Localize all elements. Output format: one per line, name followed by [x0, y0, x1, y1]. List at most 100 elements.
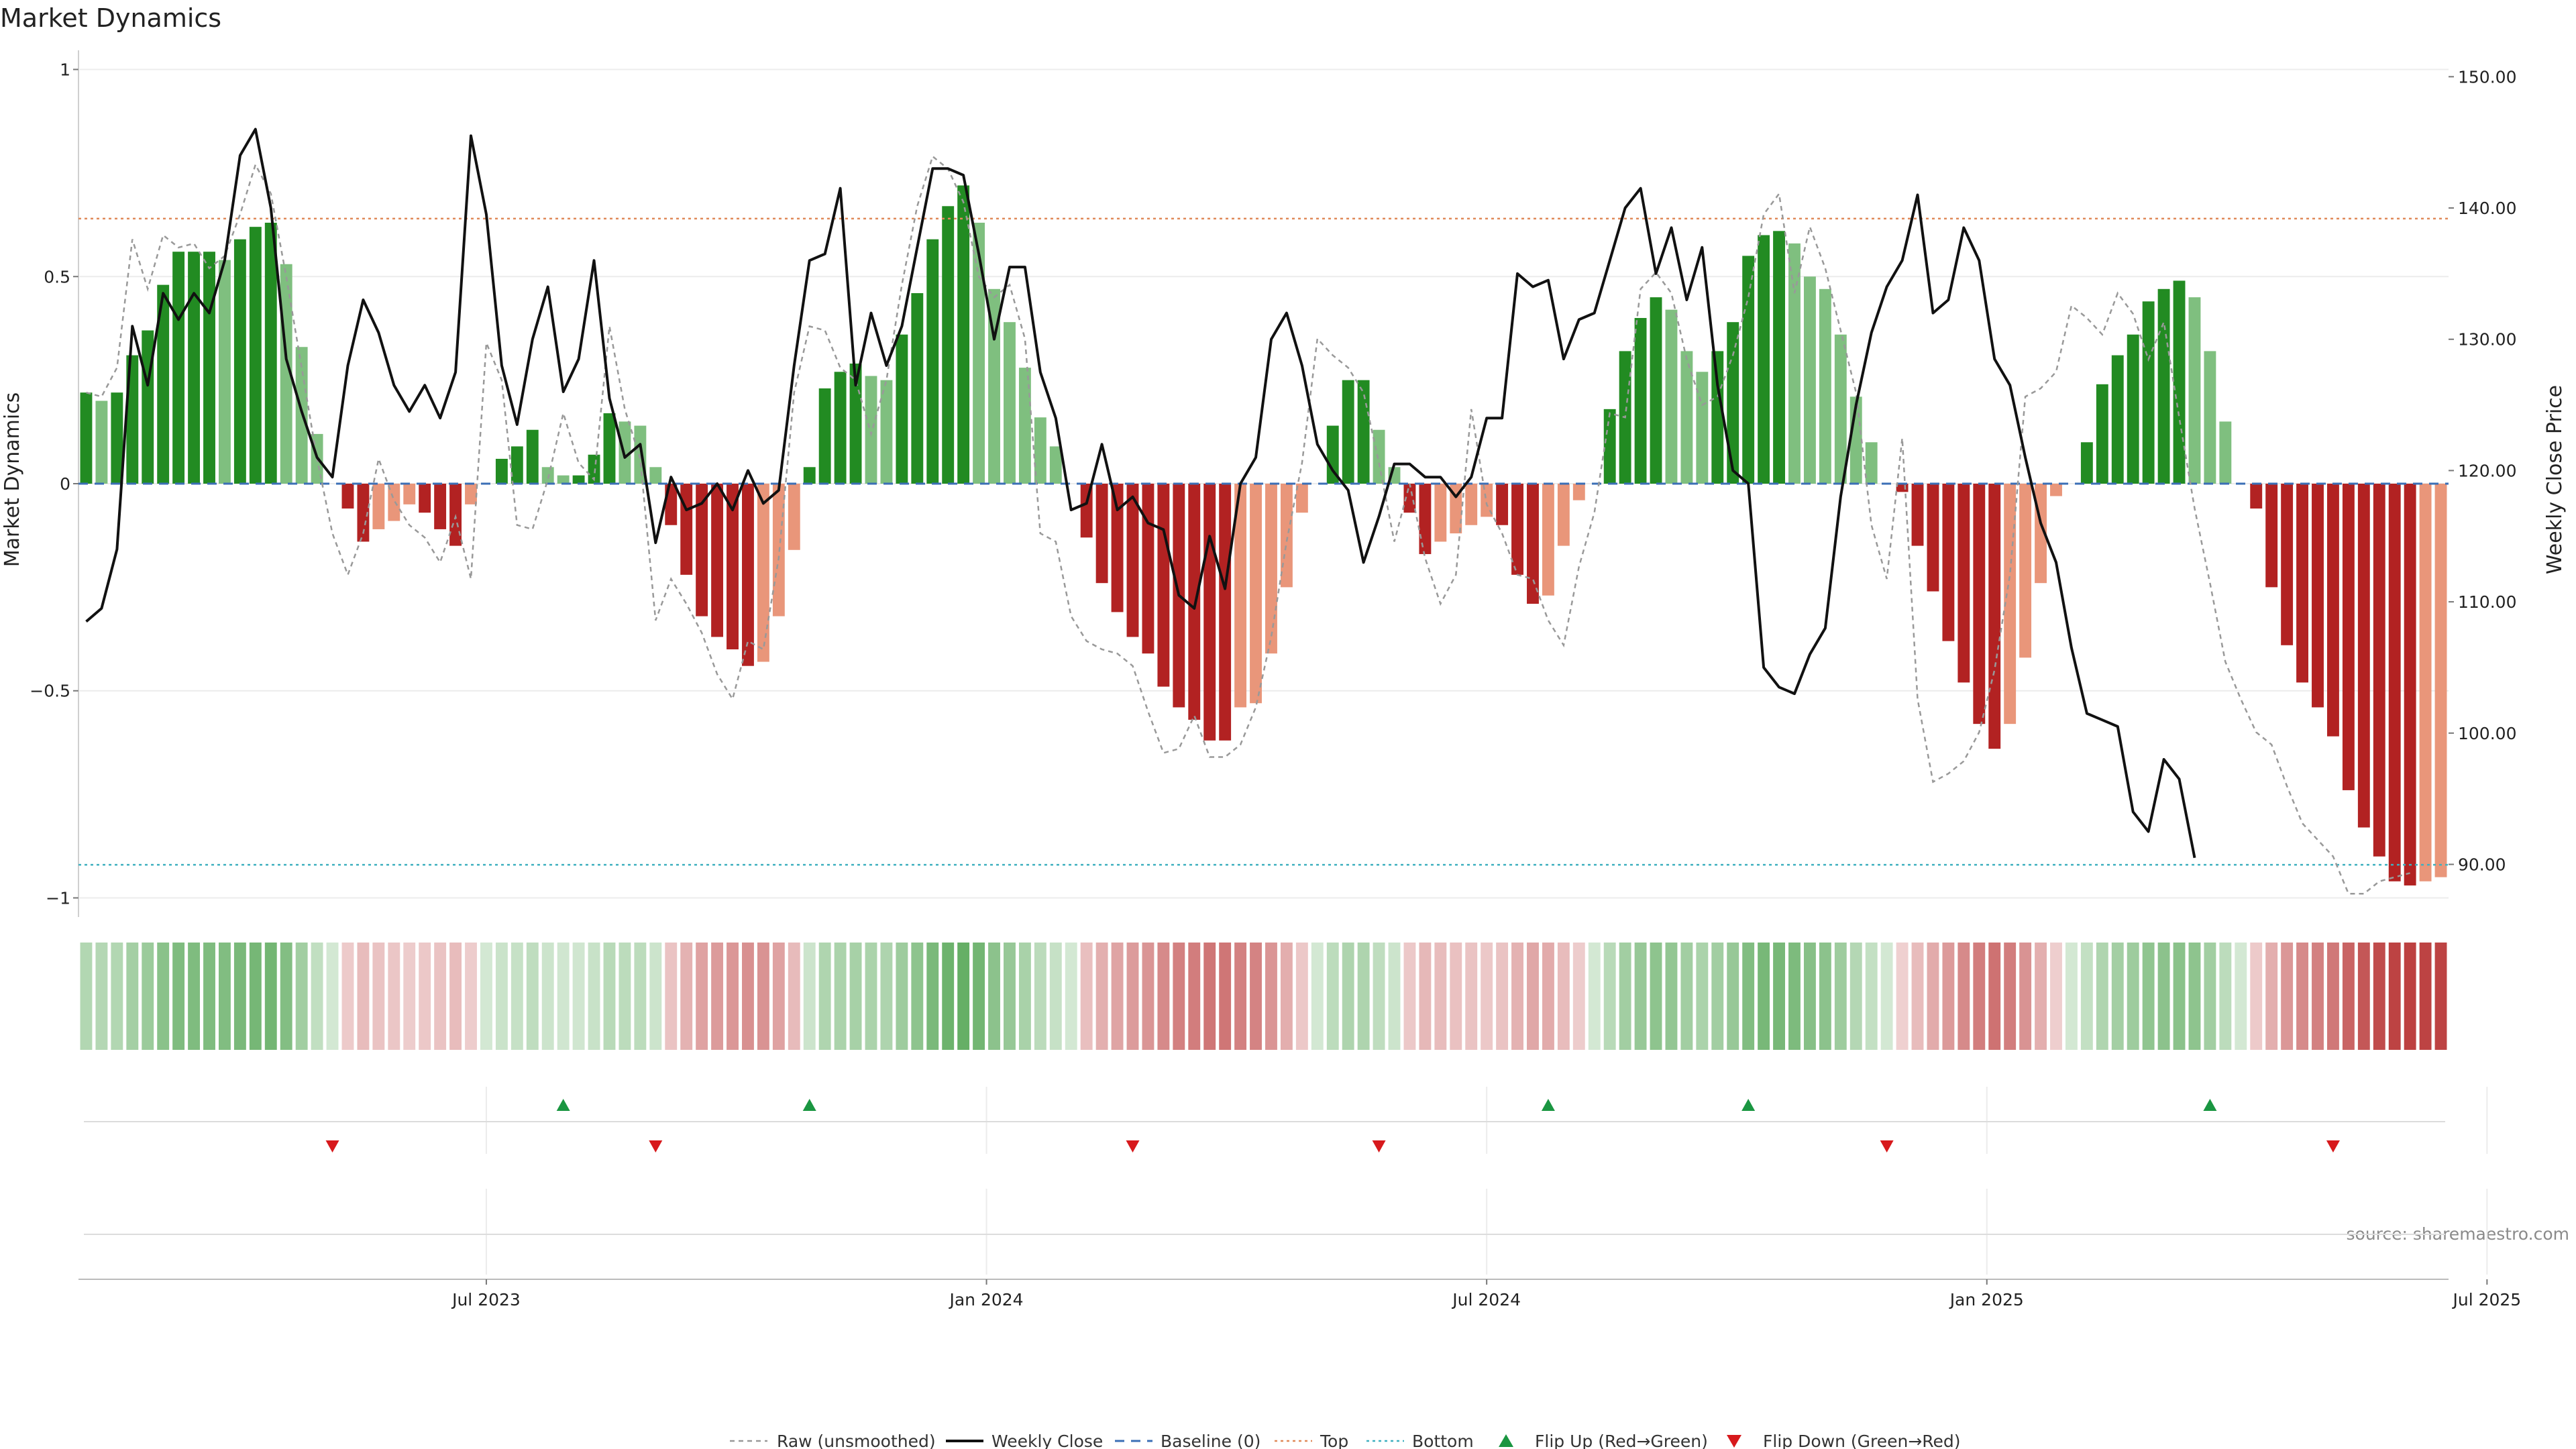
- heat-cell: [1880, 943, 1893, 1050]
- momentum-bar: [957, 185, 970, 484]
- momentum-bar: [803, 467, 816, 484]
- momentum-bar: [2219, 421, 2232, 484]
- heat-cell: [1034, 943, 1046, 1050]
- heat-cell: [1157, 943, 1170, 1050]
- legend-label: Flip Up (Red→Green): [1535, 1432, 1708, 1449]
- heat-cell: [2111, 943, 2124, 1050]
- y-right-tick-label: 110.00: [2458, 592, 2516, 612]
- momentum-bar: [2404, 484, 2416, 885]
- momentum-bar: [1742, 256, 1755, 484]
- heat-cell: [1481, 943, 1493, 1050]
- heat-cell: [311, 943, 323, 1050]
- momentum-bar: [1111, 484, 1124, 612]
- flip-up-marker: [1541, 1099, 1555, 1111]
- heat-cell: [942, 943, 955, 1050]
- heat-cell: [203, 943, 215, 1050]
- heat-cell: [1018, 943, 1031, 1050]
- heat-cell: [2204, 943, 2216, 1050]
- legend-swatch-flip-down: [1727, 1435, 1741, 1448]
- heat-cell: [1650, 943, 1662, 1050]
- momentum-bar: [2142, 301, 2155, 484]
- momentum-bar: [2357, 484, 2370, 828]
- momentum-heat-strip: [80, 943, 2447, 1050]
- momentum-bar: [2342, 484, 2355, 790]
- heat-cell: [188, 943, 201, 1050]
- momentum-bar: [2019, 484, 2032, 658]
- momentum-bar: [588, 454, 600, 484]
- heat-cell: [2312, 943, 2324, 1050]
- momentum-bar: [603, 413, 616, 484]
- heat-cell: [526, 943, 539, 1050]
- momentum-bar: [1819, 288, 1831, 484]
- heat-cell: [403, 943, 416, 1050]
- heat-cell: [172, 943, 185, 1050]
- heat-cell: [1188, 943, 1201, 1050]
- heat-cell: [157, 943, 170, 1050]
- flip-up-marker: [556, 1099, 570, 1111]
- heat-cell: [1711, 943, 1724, 1050]
- heat-cell: [1788, 943, 1801, 1050]
- heat-cell: [218, 943, 231, 1050]
- heat-cell: [1373, 943, 1385, 1050]
- momentum-bar: [80, 392, 93, 484]
- heat-cell: [341, 943, 354, 1050]
- momentum-bar: [1957, 484, 1970, 683]
- momentum-bar: [388, 484, 400, 521]
- momentum-bar: [1680, 351, 1693, 484]
- heat-cell: [326, 943, 339, 1050]
- heat-cell: [2296, 943, 2309, 1050]
- heat-cell: [2157, 943, 2170, 1050]
- momentum-bar: [233, 239, 246, 484]
- heat-cell: [2404, 943, 2416, 1050]
- y-right-tick-label: 140.00: [2458, 199, 2516, 218]
- legend-label: Bottom: [1412, 1432, 1474, 1449]
- momentum-bar: [2434, 484, 2447, 877]
- momentum-bar: [649, 467, 662, 484]
- momentum-bar: [1542, 484, 1554, 596]
- momentum-bar: [1219, 484, 1232, 741]
- y-left-tick-label: −1: [46, 888, 70, 908]
- heat-cell: [1111, 943, 1124, 1050]
- legend-label: Raw (unsmoothed): [777, 1432, 936, 1449]
- heat-cell: [2188, 943, 2201, 1050]
- heat-cell: [1173, 943, 1185, 1050]
- heat-cell: [111, 943, 123, 1050]
- heat-cell: [1773, 943, 1785, 1050]
- momentum-bar: [973, 222, 985, 484]
- momentum-bar: [249, 227, 262, 484]
- momentum-bar: [988, 288, 1000, 484]
- momentum-bar: [2250, 484, 2263, 509]
- heat-cell: [2080, 943, 2093, 1050]
- heat-cell: [1727, 943, 1739, 1050]
- heat-cell: [2065, 943, 2078, 1050]
- momentum-bar: [696, 484, 708, 616]
- heat-cell: [742, 943, 754, 1050]
- momentum-bar: [511, 446, 523, 484]
- heat-cell: [1203, 943, 1216, 1050]
- y-axis-ticks: 1 0.5 0 −0.5 −1 150.00 140.00 130.00 120.00 110.0…: [30, 60, 2516, 908]
- flip-down-marker: [1880, 1140, 1894, 1152]
- momentum-bar: [1419, 484, 1432, 554]
- momentum-bar: [218, 260, 231, 484]
- momentum-bar: [1465, 484, 1478, 525]
- heat-cell: [2004, 943, 2017, 1050]
- heat-cell: [2035, 943, 2047, 1050]
- momentum-bar: [680, 484, 693, 575]
- momentum-bar: [1095, 484, 1108, 584]
- momentum-bar: [264, 222, 277, 484]
- y-left-tick-label: 1: [60, 60, 70, 80]
- momentum-bar: [2188, 297, 2201, 484]
- momentum-bar: [372, 484, 385, 529]
- momentum-bar: [526, 429, 539, 484]
- momentum-bar: [111, 392, 123, 484]
- momentum-bar: [2096, 384, 2108, 484]
- momentum-bar: [788, 484, 800, 550]
- heat-cell: [757, 943, 769, 1050]
- heat-cell: [388, 943, 400, 1050]
- heat-cell: [1988, 943, 2001, 1050]
- momentum-bar: [157, 284, 170, 484]
- heat-cell: [434, 943, 447, 1050]
- momentum-bar: [434, 484, 447, 529]
- momentum-bar: [1203, 484, 1216, 741]
- momentum-bar: [1188, 484, 1201, 720]
